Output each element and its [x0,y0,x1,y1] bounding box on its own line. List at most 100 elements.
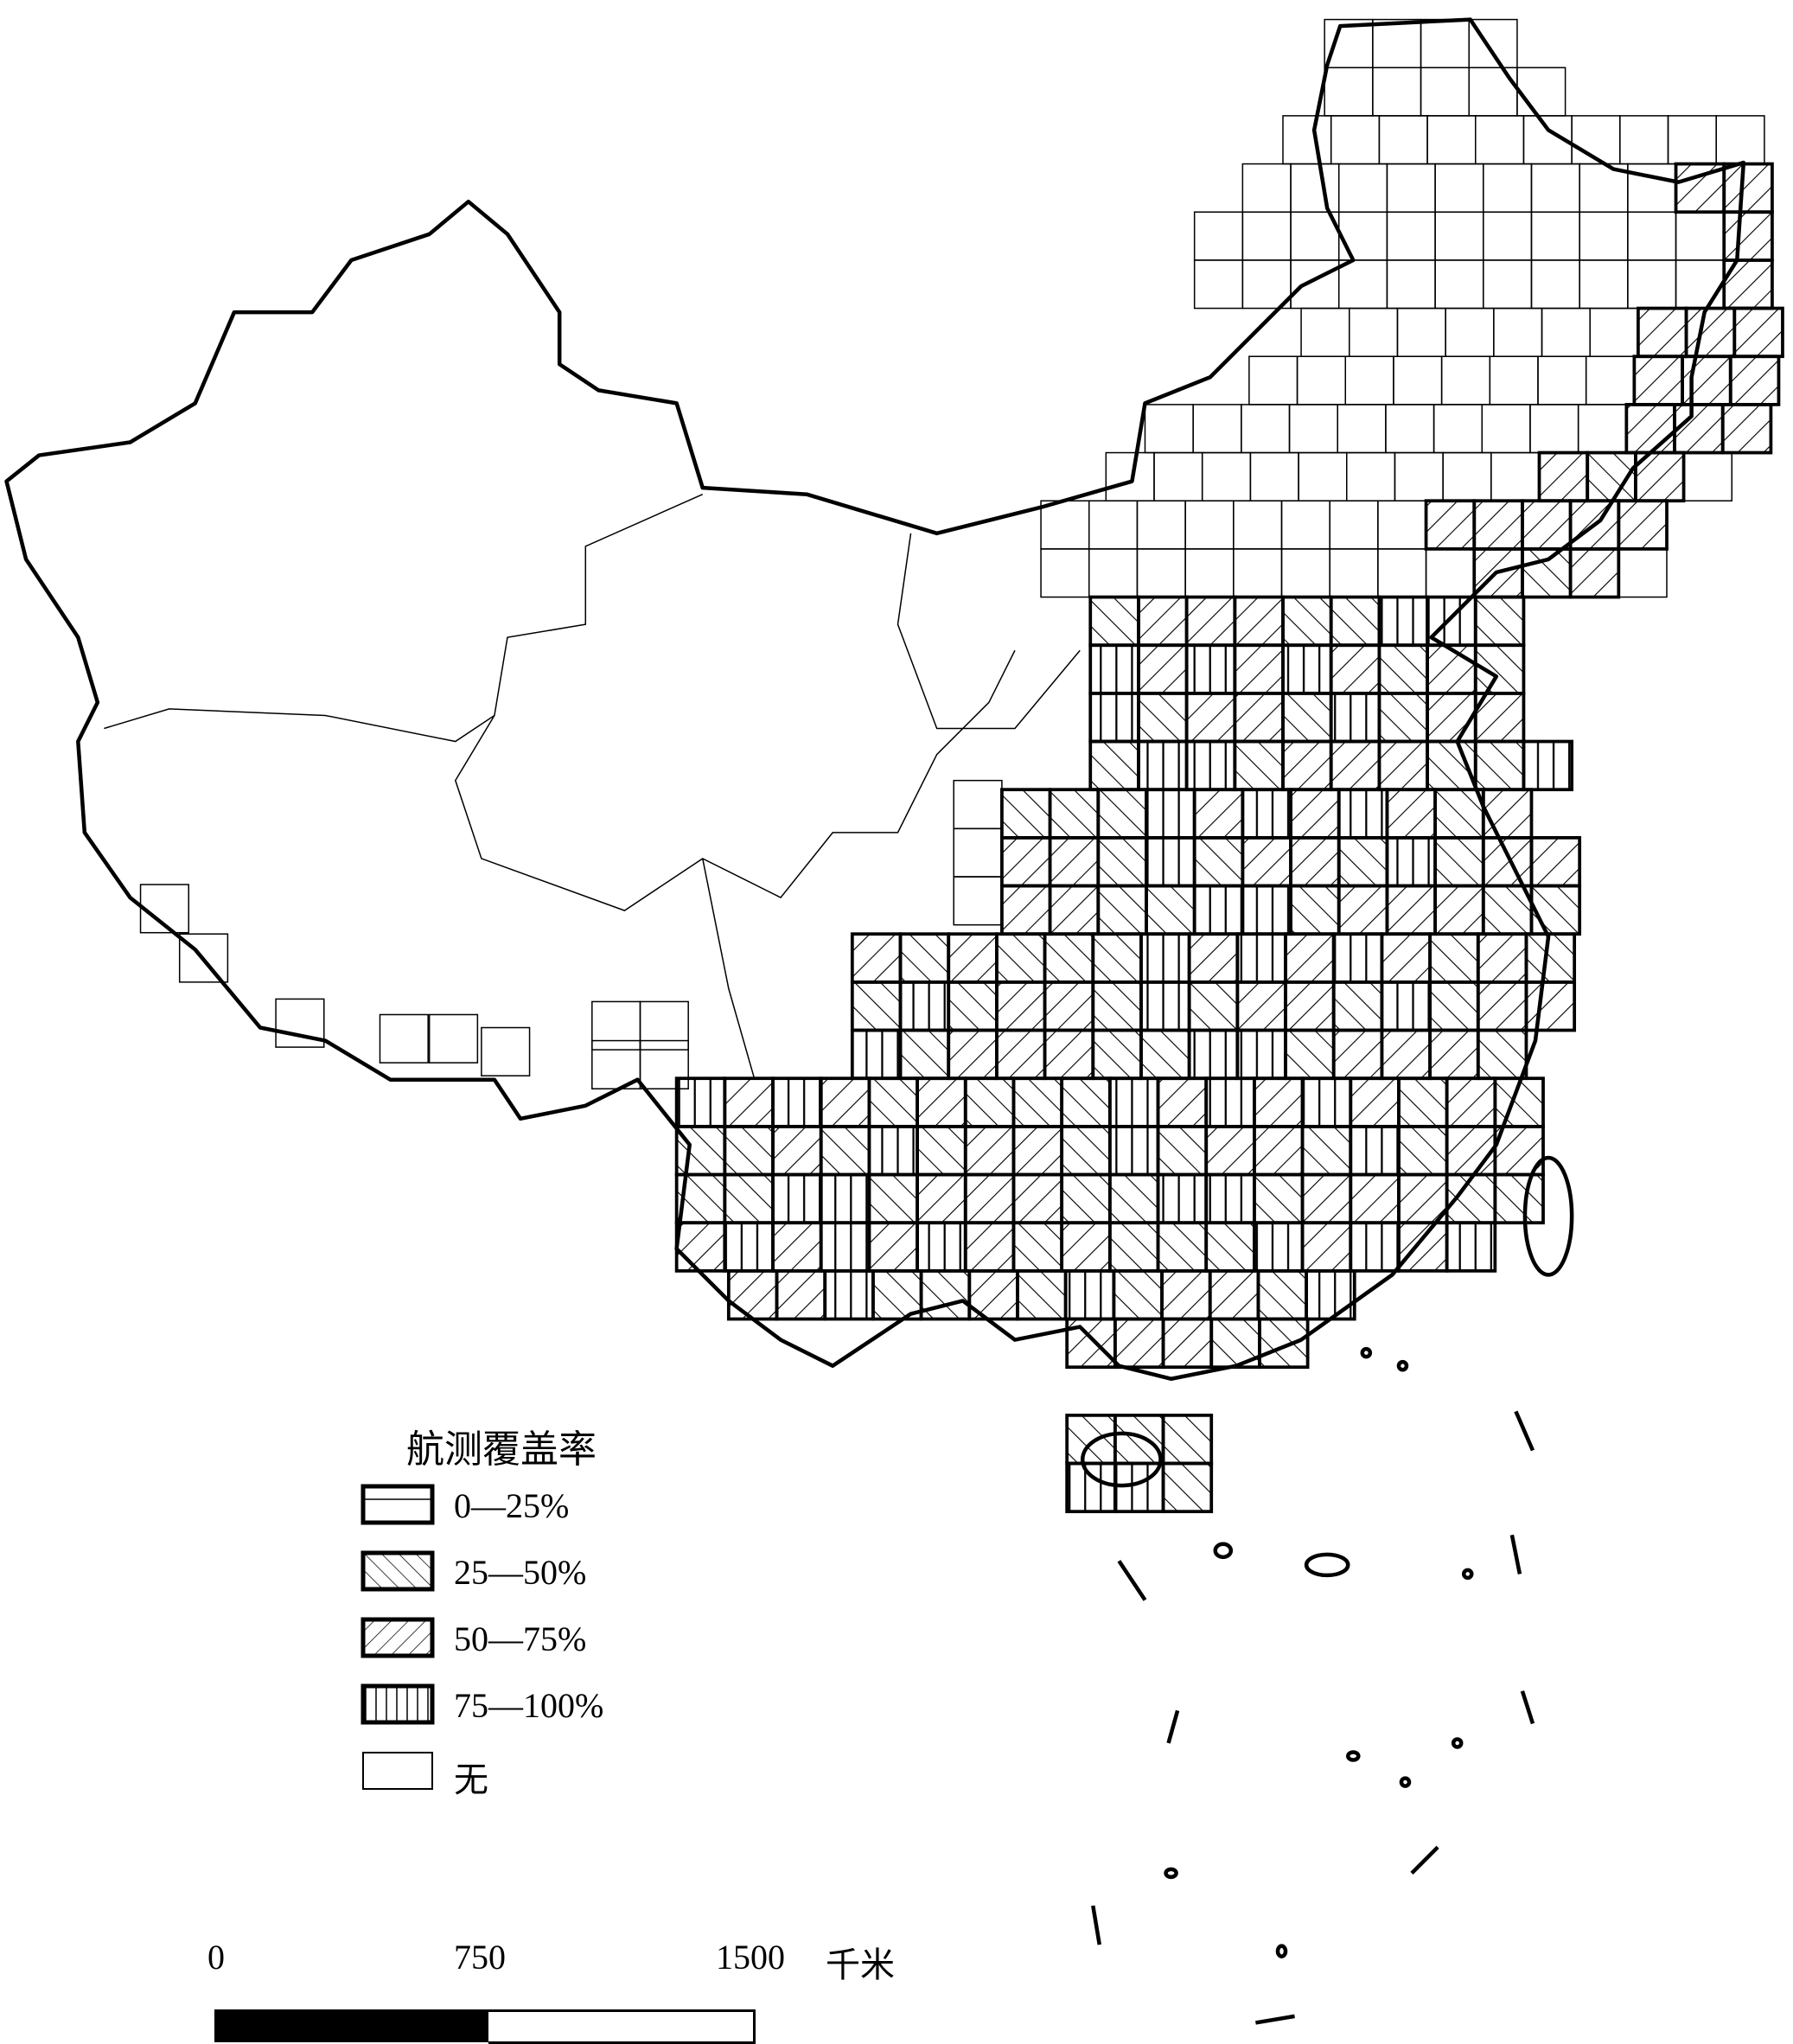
grid-cell [1233,548,1283,598]
grid-cell [775,1268,827,1321]
grid-cell [1377,691,1429,744]
grid-cell [1424,499,1477,551]
grid-cell [867,1172,919,1225]
grid-cell [1289,788,1341,840]
grid-cell [1346,451,1396,501]
grid-cell [1586,450,1637,503]
grid-cell [1445,1172,1497,1225]
province-boundaries [104,494,1081,1080]
grid-cell [1241,884,1292,936]
legend-item: 25—50% [361,1550,637,1592]
grid-cell [1337,884,1389,936]
grid-cell [1000,884,1052,936]
grid-cell [1161,1413,1214,1466]
grid-cell [1426,115,1477,165]
grid-cell [1112,1268,1164,1321]
grid-cell [850,1028,903,1081]
grid-cell [1380,980,1432,1032]
grid-cell [1161,1461,1214,1514]
grid-cell [1300,1124,1353,1177]
grid-cell [1349,1221,1401,1273]
grid-cell [1722,162,1774,214]
grid-cell [1337,259,1388,310]
grid-cell [639,1039,689,1089]
grid-cell [1281,595,1333,648]
grid-cell [1187,980,1240,1032]
south-china-sea-islands [1091,1346,1535,2025]
grid-cell [1372,67,1422,117]
legend-swatch-horizontal [361,1484,435,1525]
boundary-dash [1509,1534,1522,1575]
island [1213,1542,1234,1560]
grid-cell [1396,307,1446,357]
grid-cell [771,1221,823,1273]
grid-cell [1088,500,1139,550]
grid-cell [967,1268,1019,1321]
grid-cell [771,1124,823,1177]
grid-cell [674,1221,727,1273]
grid-cell [1529,884,1582,936]
grid-cell [1476,1028,1528,1081]
grid-cell [639,1000,689,1051]
grid-cell [1288,404,1338,454]
grid-cell [1324,67,1374,117]
legend-item: 0—25% [361,1484,637,1525]
grid-cell [1329,548,1379,598]
grid-cell [1136,500,1186,550]
grid-cell [1397,1124,1449,1177]
legend-swatch-none [362,1752,433,1790]
grid-cell [1139,980,1191,1032]
grid-cell [771,1172,823,1225]
scale-tick-0: 0 [207,1938,225,1977]
grid-cell [1011,1124,1064,1177]
grid-cell [1048,835,1101,888]
grid-cell [1065,1461,1117,1514]
grid-cell [1253,1172,1305,1225]
grid-cell [1284,1028,1336,1081]
grid-cell [1156,1172,1209,1225]
grid-cell [1483,163,1533,213]
grid-cell [1088,548,1139,598]
grid-cell [1377,739,1429,792]
boundary-dash [1117,1560,1147,1601]
grid-cell [1184,643,1237,695]
grid-cell [1530,259,1580,310]
grid-cell [1113,1317,1165,1370]
grid-cell [1300,1076,1353,1128]
grid-cell [1585,355,1636,406]
island [1360,1346,1373,1359]
grid-cell [1107,1076,1160,1128]
grid-cell [867,1076,919,1128]
grid-cell [1088,643,1140,695]
grid-cell [867,1124,919,1177]
grid-cell [1331,980,1384,1032]
grid-cell [1296,355,1347,406]
grid-cell [1433,884,1485,936]
grid-cell [1675,211,1725,261]
legend-title: 航测覆盖率 [406,1428,597,1471]
grid-cell [1235,1028,1287,1081]
grid-cell [1619,115,1669,165]
grid-cell [1160,1268,1212,1321]
grid-cell [1385,835,1437,888]
grid-cell [1681,355,1732,406]
grid-cell [1337,835,1389,888]
grid-cell [1428,980,1480,1032]
grid-cell [178,933,229,983]
grid-cell [1420,18,1470,68]
grid-cell [963,1124,1016,1177]
grid-cell [1428,1028,1480,1081]
scale-unit: 千米 [826,1945,895,1984]
legend-swatch-diagonal-forward [361,1550,435,1592]
grid-cell [1472,499,1524,551]
grid-cell [1063,1268,1116,1321]
grid-cell [1521,547,1573,599]
grid-cell [1667,115,1717,165]
grid-cell [1209,1317,1261,1370]
island [1451,1737,1464,1749]
grid-cell [771,1076,823,1128]
grid-cell [1096,788,1148,840]
grid-cell [963,1076,1016,1128]
grid-cell [953,876,1003,926]
grid-cell [1048,788,1101,840]
